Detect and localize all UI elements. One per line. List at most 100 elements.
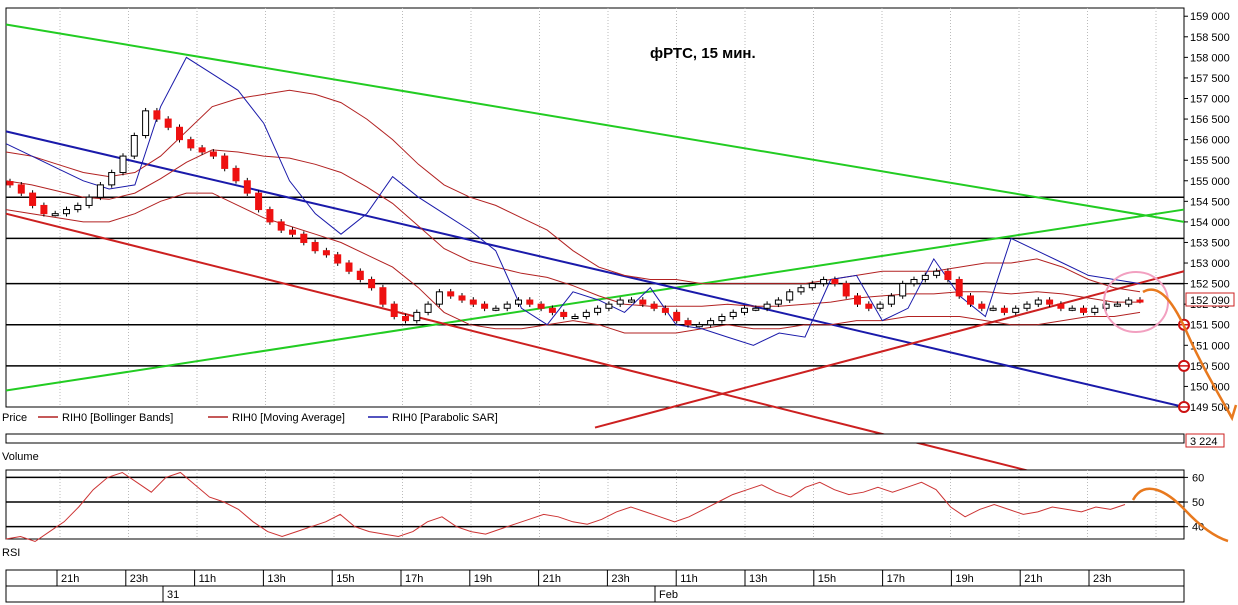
- y-tick-label: 153 500: [1190, 237, 1230, 249]
- time-tick-label: 21h: [1024, 573, 1042, 585]
- candle-body: [74, 204, 82, 211]
- candle-body: [198, 147, 206, 153]
- candle-body: [1057, 303, 1065, 309]
- candle-body: [820, 278, 828, 285]
- y-tick-label: 151 500: [1190, 320, 1230, 332]
- time-tick-label: 17h: [405, 573, 423, 585]
- y-tick-label: 155 000: [1190, 176, 1230, 188]
- candle-body: [944, 270, 952, 280]
- candle-body: [933, 270, 941, 276]
- y-tick-label: 157 000: [1190, 93, 1230, 105]
- candle-body: [831, 278, 839, 285]
- time-axis-ticks: 21h 23h 11h 13h 15h 17h 19h 21h 23h 11h 13h 15h 17h 1…: [56, 570, 1111, 602]
- y-tick-label: 154 500: [1190, 196, 1230, 208]
- candle-body: [29, 192, 37, 206]
- candle-body: [300, 233, 308, 243]
- candle-body: [345, 262, 353, 272]
- candle-body: [108, 172, 116, 186]
- candle-body: [469, 299, 477, 305]
- candle-body: [741, 307, 748, 313]
- forecast-annotations: [1103, 271, 1238, 543]
- time-tick-label: 19h: [955, 573, 973, 585]
- candle-body: [85, 196, 93, 206]
- volume-panel: 3 224 Volume: [2, 433, 1225, 463]
- y-tick-label: 157 500: [1190, 73, 1230, 85]
- y-tick-label: 156 500: [1190, 114, 1230, 126]
- candle-body: [413, 311, 421, 322]
- y-tick-label: 156 000: [1190, 135, 1230, 147]
- candle-body: [1012, 307, 1020, 313]
- time-tick-label: 15h: [336, 573, 354, 585]
- candle-body: [729, 311, 737, 318]
- trendline: [5, 130, 1185, 408]
- candle-body: [492, 307, 500, 311]
- candle-body: [526, 299, 534, 305]
- candle-body: [40, 204, 48, 215]
- candle-body: [955, 278, 963, 297]
- rsi-line: [5, 471, 1126, 543]
- candle-body: [718, 316, 726, 322]
- time-tick-label: 13h: [267, 573, 285, 585]
- candle-body: [571, 316, 579, 320]
- y-tick-label: 151 000: [1190, 340, 1230, 352]
- candle-body: [232, 167, 240, 182]
- candle-body: [797, 287, 805, 293]
- day-tick-label: 31: [167, 589, 179, 601]
- candle-body: [221, 155, 229, 169]
- y-tick-label: 154 000: [1190, 217, 1230, 229]
- candle-body: [153, 110, 161, 120]
- candle-body: [1125, 299, 1133, 305]
- candle-body: [322, 250, 330, 256]
- y-tick-label: 159 000: [1190, 11, 1230, 23]
- candle-body: [130, 135, 138, 157]
- candle-body: [763, 303, 771, 309]
- candle-body: [96, 184, 104, 198]
- candle-body: [390, 303, 398, 318]
- candle-body: [402, 316, 409, 322]
- forecast-arrow-price: [1142, 288, 1234, 419]
- y-tick-label: 150 500: [1190, 361, 1230, 373]
- legend-parabolic-sar: RIH0 [Parabolic SAR]: [392, 412, 498, 424]
- candle-body: [1046, 299, 1054, 305]
- candle-body: [1102, 303, 1110, 309]
- candle-body: [548, 307, 556, 313]
- level-markers: [1178, 318, 1190, 413]
- candle-body: [842, 283, 850, 297]
- candle-body: [967, 295, 974, 305]
- legend-moving-average: RIH0 [Moving Average]: [232, 412, 345, 424]
- parabolic-sar-line: [5, 56, 1141, 346]
- candle-body: [481, 303, 489, 309]
- bollinger-upper-line: [5, 89, 1141, 293]
- time-tick-label: 23h: [130, 573, 148, 585]
- candle-body: [1023, 303, 1031, 309]
- candle-body: [978, 303, 986, 309]
- time-tick-label: 11h: [199, 573, 217, 585]
- candle-body: [865, 303, 873, 309]
- candle-body: [1113, 303, 1121, 307]
- price-panel: 159 000 158 500 158 000 157 500 157 000 156 5…: [5, 7, 1235, 511]
- time-tick-label: 19h: [474, 573, 492, 585]
- candle-body: [311, 241, 319, 252]
- candle-body: [560, 311, 568, 318]
- legend-price: Price: [2, 412, 27, 424]
- candle-body: [752, 307, 760, 311]
- time-tick-label: 11h: [680, 573, 698, 585]
- candle-body: [628, 299, 635, 303]
- candle-body: [661, 307, 669, 313]
- candle-body: [605, 303, 613, 309]
- candle-body: [379, 287, 387, 305]
- candle-body: [176, 126, 183, 141]
- candle-body: [63, 209, 70, 215]
- day-tick-label: Feb: [659, 589, 678, 601]
- candle-body: [424, 303, 432, 313]
- candle-body: [808, 283, 816, 289]
- time-tick-label: 17h: [887, 573, 905, 585]
- y-tick-label: 152 500: [1190, 279, 1230, 291]
- candle-body: [368, 278, 376, 289]
- y-tick-label: 158 500: [1190, 32, 1230, 44]
- candle-body: [458, 295, 466, 301]
- candle-body: [447, 291, 455, 297]
- candle-body: [684, 320, 692, 326]
